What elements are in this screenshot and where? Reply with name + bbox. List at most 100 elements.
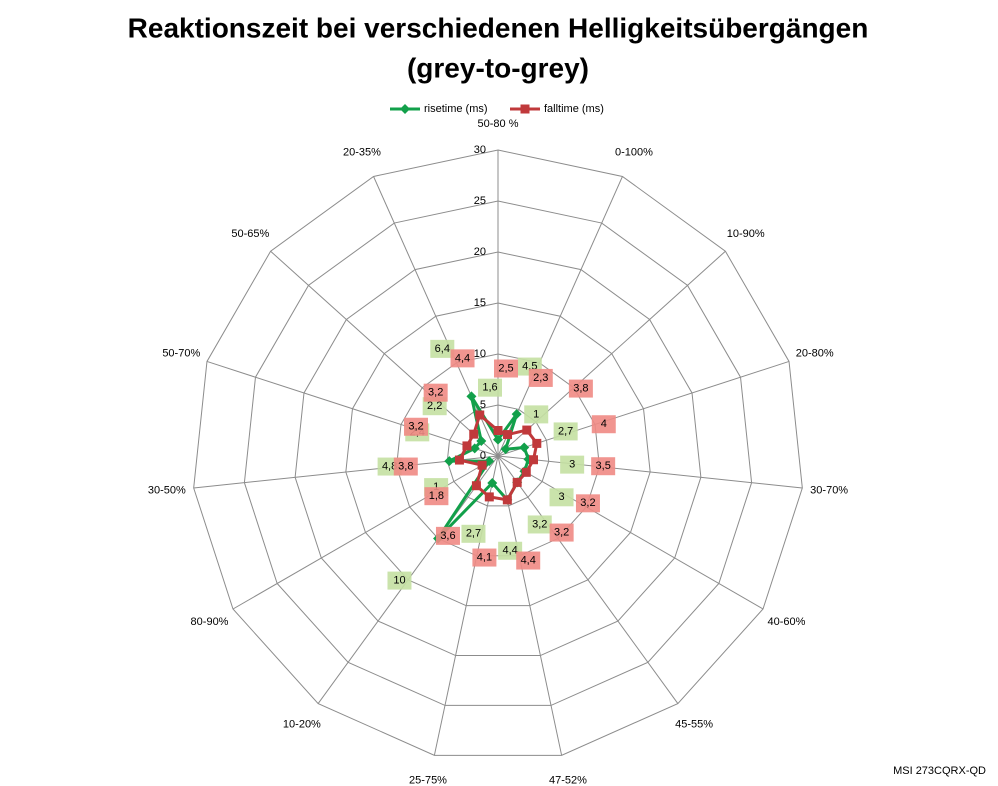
r-tick-label: 5 (480, 399, 486, 411)
legend-label: risetime (ms) (424, 103, 488, 115)
category-label: 45-55% (675, 718, 713, 730)
r-tick-label: 0 (480, 450, 486, 462)
data-label-bg (575, 494, 600, 513)
spoke (232, 455, 499, 610)
category-label: 50-70% (162, 347, 200, 359)
category-label: 47-52% (549, 775, 587, 786)
legend-label: falltime (ms) (544, 103, 604, 115)
data-label: 10 (393, 574, 405, 586)
data-label: 1 (533, 408, 539, 420)
data-label-bg (450, 349, 475, 368)
marker (503, 430, 513, 440)
data-label-bg (424, 487, 449, 506)
category-label: 30-70% (810, 485, 848, 497)
marker (502, 495, 512, 505)
data-label: 3,2 (408, 421, 423, 433)
series-line (457, 412, 539, 502)
spoke (497, 455, 563, 756)
category-label: 20-80% (796, 347, 834, 359)
data-label: 3,8 (573, 382, 588, 394)
data-label: 1,8 (429, 490, 444, 502)
data-label: 6,4 (435, 343, 450, 355)
data-label: 3,8 (398, 460, 413, 472)
marker (471, 481, 481, 491)
chart-title: Reaktionszeit bei verschiedenen Helligke… (128, 12, 869, 43)
data-label: 1,6 (482, 382, 497, 394)
series-line (436, 395, 530, 540)
legend-marker (520, 104, 530, 114)
spoke (497, 176, 623, 457)
data-label-bg (560, 455, 585, 474)
data-label-bg (422, 397, 447, 416)
marker (454, 455, 464, 465)
r-tick-label: 15 (474, 297, 486, 309)
data-label-bg (568, 379, 593, 398)
data-label: 4 (601, 418, 607, 430)
data-label-bg (516, 551, 541, 570)
grid-ring (243, 200, 753, 706)
r-tick-label: 20 (474, 246, 486, 258)
data-label-bg (528, 368, 553, 387)
data-label: 2,5 (498, 362, 513, 374)
data-label: 3,5 (596, 460, 611, 472)
marker (500, 444, 511, 455)
data-label-bg (494, 359, 518, 378)
data-label: 2,7 (466, 528, 481, 540)
marker (466, 391, 477, 402)
marker (469, 429, 479, 439)
marker (444, 456, 455, 467)
data-label: 3 (569, 459, 575, 471)
marker (512, 477, 522, 487)
data-label: 4,4 (521, 554, 536, 566)
data-label: 2,3 (533, 372, 548, 384)
spoke (497, 455, 679, 704)
spoke (433, 455, 499, 756)
data-label-bg (549, 488, 574, 507)
data-label: 3 (558, 491, 564, 503)
data-label-bg (498, 541, 523, 560)
marker (522, 425, 532, 435)
data-label: 3,2 (580, 497, 595, 509)
r-tick-label: 30 (474, 144, 486, 156)
spoke (206, 360, 499, 457)
marker (477, 460, 487, 470)
marker (532, 438, 542, 448)
marker (493, 426, 503, 435)
data-label-bg (553, 422, 578, 441)
data-label: 2,7 (558, 425, 573, 437)
grid-ring (396, 353, 600, 557)
data-label-bg (393, 457, 418, 476)
marker (462, 441, 472, 451)
data-label: 1 (433, 481, 439, 493)
marker (519, 442, 530, 453)
category-label: 20-35% (343, 147, 381, 159)
category-label: 30-50% (148, 485, 186, 497)
category-label: 50-80 % (478, 118, 519, 130)
data-label-bg (423, 383, 448, 402)
data-label-bg (549, 523, 574, 542)
marker (487, 477, 498, 488)
data-label-bg (527, 515, 552, 534)
category-label: 40-60% (768, 616, 806, 628)
data-label-bg (403, 417, 428, 436)
marker (511, 409, 522, 420)
r-tick-label: 10 (474, 348, 486, 360)
spoke (270, 250, 499, 457)
marker (484, 456, 495, 467)
data-label: 2,2 (427, 400, 442, 412)
marker (475, 410, 485, 420)
marker (521, 467, 531, 477)
grid-ring (193, 149, 803, 756)
marker (493, 434, 503, 445)
grid-ring (294, 251, 702, 657)
marker (484, 492, 494, 502)
data-label-bg (591, 457, 616, 476)
spoke (373, 176, 499, 457)
chart-title: (grey-to-grey) (407, 52, 589, 83)
data-label-bg (524, 405, 549, 424)
marker (529, 455, 539, 465)
category-label: 50-65% (231, 228, 269, 240)
category-label: 25-75% (409, 775, 447, 786)
data-label: 4,4 (455, 352, 470, 364)
